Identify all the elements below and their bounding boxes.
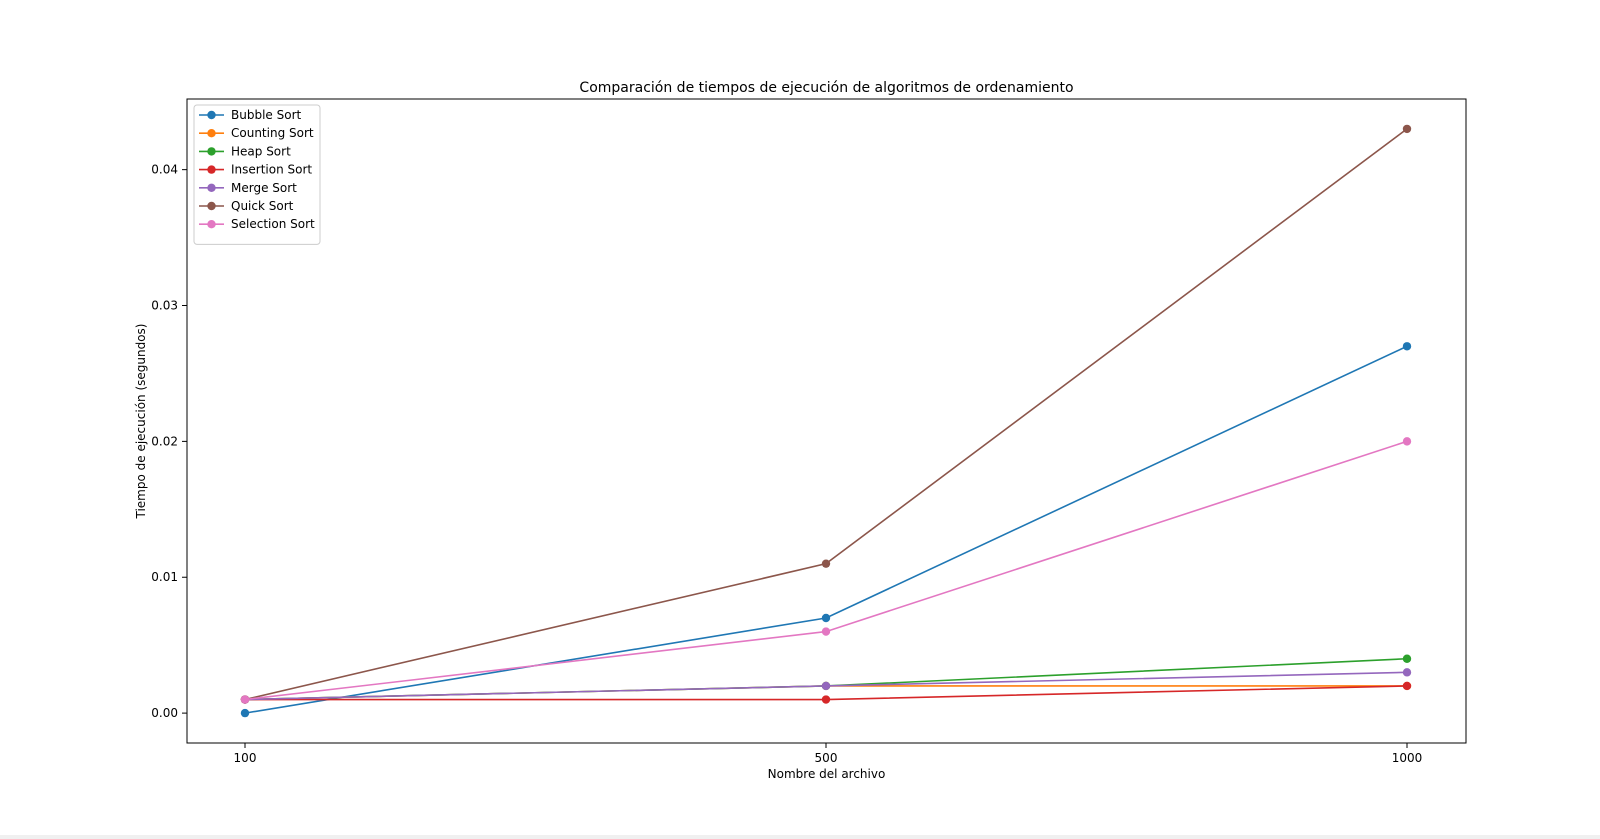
legend-marker xyxy=(207,110,216,120)
data-point xyxy=(821,695,831,704)
data-point xyxy=(240,708,250,718)
chart-title: Comparación de tiempos de ejecución de a… xyxy=(579,80,1073,96)
legend-marker xyxy=(207,201,216,211)
legend-marker xyxy=(207,147,216,156)
series-selection-sort xyxy=(240,437,1412,704)
series-bubble-sort xyxy=(240,342,1412,718)
data-point xyxy=(1402,681,1412,691)
x-axis-label: Nombre del archivo xyxy=(768,767,886,781)
legend-label: Quick Sort xyxy=(231,199,294,213)
data-point xyxy=(1402,654,1412,663)
legend-entry: Heap Sort xyxy=(199,144,291,158)
legend-marker xyxy=(207,183,216,192)
x-tick-label: 500 xyxy=(815,751,838,765)
data-point xyxy=(1402,668,1412,677)
legend-label: Selection Sort xyxy=(231,217,315,231)
plot-area xyxy=(240,124,1412,718)
legend-marker xyxy=(207,129,216,138)
series-line xyxy=(244,440,1408,701)
y-axis-label: Tiempo de ejecución (segundos) xyxy=(134,324,148,520)
data-point xyxy=(821,613,831,623)
data-point xyxy=(240,695,250,704)
legend-entry: Counting Sort xyxy=(199,126,314,140)
legend-entry: Quick Sort xyxy=(199,199,294,213)
data-point xyxy=(1402,342,1412,351)
bottom-strip xyxy=(0,835,1600,839)
data-point xyxy=(821,627,831,636)
y-tick-label: 0.03 xyxy=(151,299,178,313)
legend-box xyxy=(193,104,321,245)
legend-label: Merge Sort xyxy=(231,181,297,195)
legend-entry: Merge Sort xyxy=(199,181,297,195)
plot-frame xyxy=(186,98,1467,744)
legend-label: Bubble Sort xyxy=(231,108,301,122)
legend-marker xyxy=(207,165,216,174)
y-tick-label: 0.02 xyxy=(151,434,178,448)
legend-label: Heap Sort xyxy=(231,144,291,158)
x-tick-label: 1000 xyxy=(1392,751,1423,765)
y-tick-label: 0.04 xyxy=(151,163,178,177)
x-tick-label: 100 xyxy=(234,751,257,765)
legend-marker xyxy=(207,220,216,229)
legend-label: Insertion Sort xyxy=(231,163,312,177)
y-tick-label: 0.01 xyxy=(151,570,178,584)
data-point xyxy=(821,681,831,691)
legend-label: Counting Sort xyxy=(231,126,314,140)
data-point xyxy=(1402,124,1412,134)
legend-entry: Selection Sort xyxy=(199,217,315,231)
data-point xyxy=(821,559,831,568)
axes: 0.00 0.01 0.02 0.03 0.04 100 500 1000 xyxy=(151,98,1467,765)
data-point xyxy=(1402,437,1412,446)
y-tick-label: 0.00 xyxy=(151,706,178,720)
legend: Bubble Sort Counting Sort Heap Sort Inserti… xyxy=(193,104,321,245)
legend-entry: Bubble Sort xyxy=(199,108,301,122)
legend-entry: Insertion Sort xyxy=(199,163,312,177)
